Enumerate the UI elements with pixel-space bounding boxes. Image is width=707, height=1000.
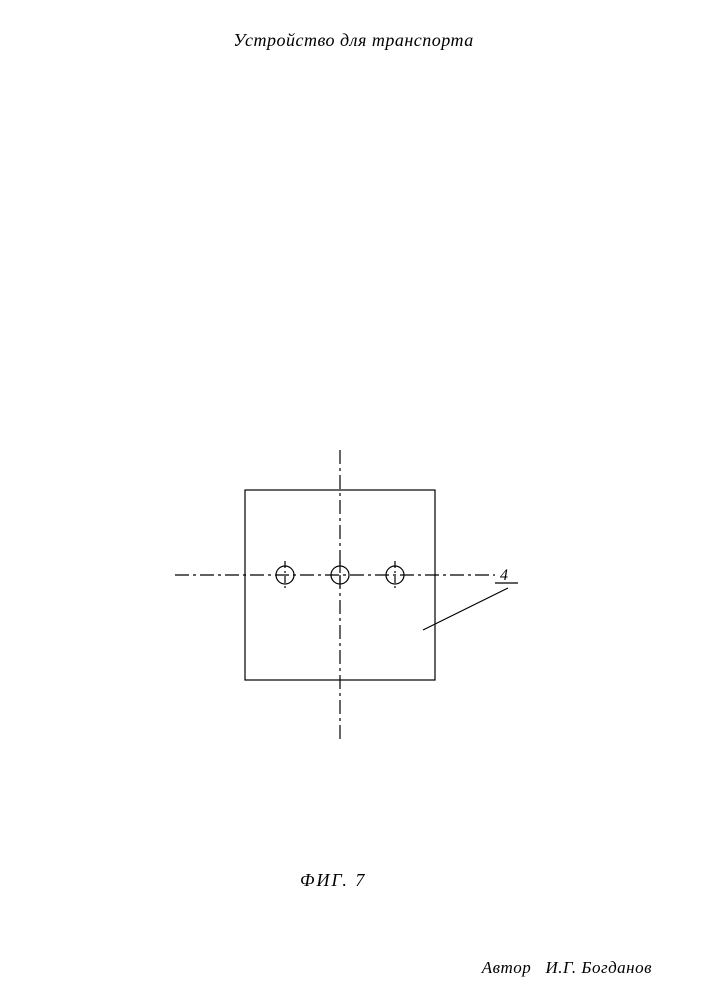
- svg-text:4: 4: [500, 567, 508, 584]
- author-line: Автор И.Г. Богданов: [482, 958, 652, 978]
- drawing-svg: 4: [150, 440, 570, 750]
- page: Устройство для транспорта 4 ФИГ. 7 Автор…: [0, 0, 707, 1000]
- drawing-title: Устройство для транспорта: [0, 30, 707, 51]
- author-prefix: Автор: [482, 958, 532, 977]
- figure-drawing: 4: [150, 440, 570, 750]
- figure-label: ФИГ. 7: [300, 870, 366, 891]
- author-name: И.Г. Богданов: [546, 958, 653, 977]
